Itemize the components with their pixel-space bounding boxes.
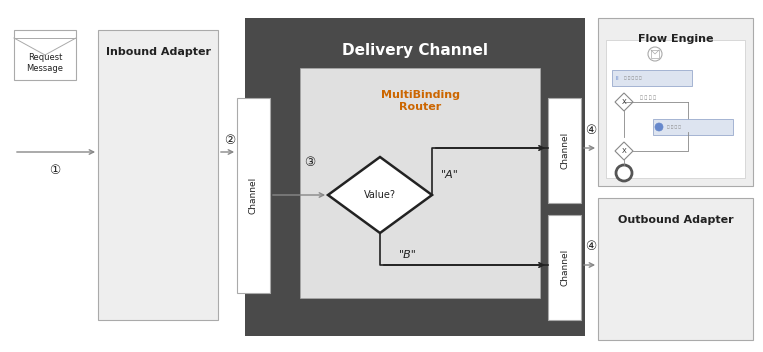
Circle shape bbox=[648, 47, 662, 61]
Text: Flow Engine: Flow Engine bbox=[638, 34, 713, 44]
Text: Value?: Value? bbox=[364, 190, 396, 200]
Polygon shape bbox=[615, 142, 633, 160]
Text: ②: ② bbox=[224, 133, 236, 146]
Text: ㅁ ㅁ ㅁ ㅁ: ㅁ ㅁ ㅁ ㅁ bbox=[640, 94, 656, 100]
Bar bbox=[548, 98, 581, 203]
Bar bbox=[598, 18, 753, 186]
Polygon shape bbox=[328, 157, 432, 233]
Text: X: X bbox=[622, 148, 626, 154]
Text: Request
Message: Request Message bbox=[27, 53, 63, 73]
Text: "A": "A" bbox=[441, 170, 459, 180]
Text: Ⅱ: Ⅱ bbox=[615, 75, 617, 81]
Text: Outbound Adapter: Outbound Adapter bbox=[618, 215, 733, 225]
Circle shape bbox=[616, 165, 632, 181]
Text: X: X bbox=[622, 99, 626, 105]
Bar bbox=[14, 30, 76, 80]
Bar bbox=[300, 68, 540, 298]
Polygon shape bbox=[615, 93, 633, 111]
Text: ㅁ ㅁ ㅁ ㅁ ㅁ: ㅁ ㅁ ㅁ ㅁ ㅁ bbox=[624, 76, 642, 80]
Text: Inbound Adapter: Inbound Adapter bbox=[105, 47, 211, 57]
Bar bbox=[237, 98, 270, 293]
Text: Delivery Channel: Delivery Channel bbox=[342, 43, 488, 58]
Text: ㅁ ㅁ ㅁ ㅁ: ㅁ ㅁ ㅁ ㅁ bbox=[667, 125, 681, 129]
Text: "B": "B" bbox=[399, 250, 417, 260]
Bar bbox=[548, 215, 581, 320]
Bar bbox=[606, 40, 745, 178]
Circle shape bbox=[655, 123, 663, 131]
Bar bbox=[612, 70, 692, 86]
Bar bbox=[245, 18, 585, 336]
Bar bbox=[598, 198, 753, 340]
Bar bbox=[98, 30, 218, 320]
Text: ③: ③ bbox=[304, 157, 316, 170]
Text: ④: ④ bbox=[585, 240, 597, 253]
Text: Channel: Channel bbox=[560, 132, 569, 169]
Text: Channel: Channel bbox=[249, 177, 258, 214]
Text: Channel: Channel bbox=[560, 249, 569, 286]
Text: ①: ① bbox=[50, 163, 60, 176]
Bar bbox=[653, 119, 733, 135]
Text: MultiBinding
Router: MultiBinding Router bbox=[381, 90, 459, 112]
Text: ④: ④ bbox=[585, 124, 597, 137]
